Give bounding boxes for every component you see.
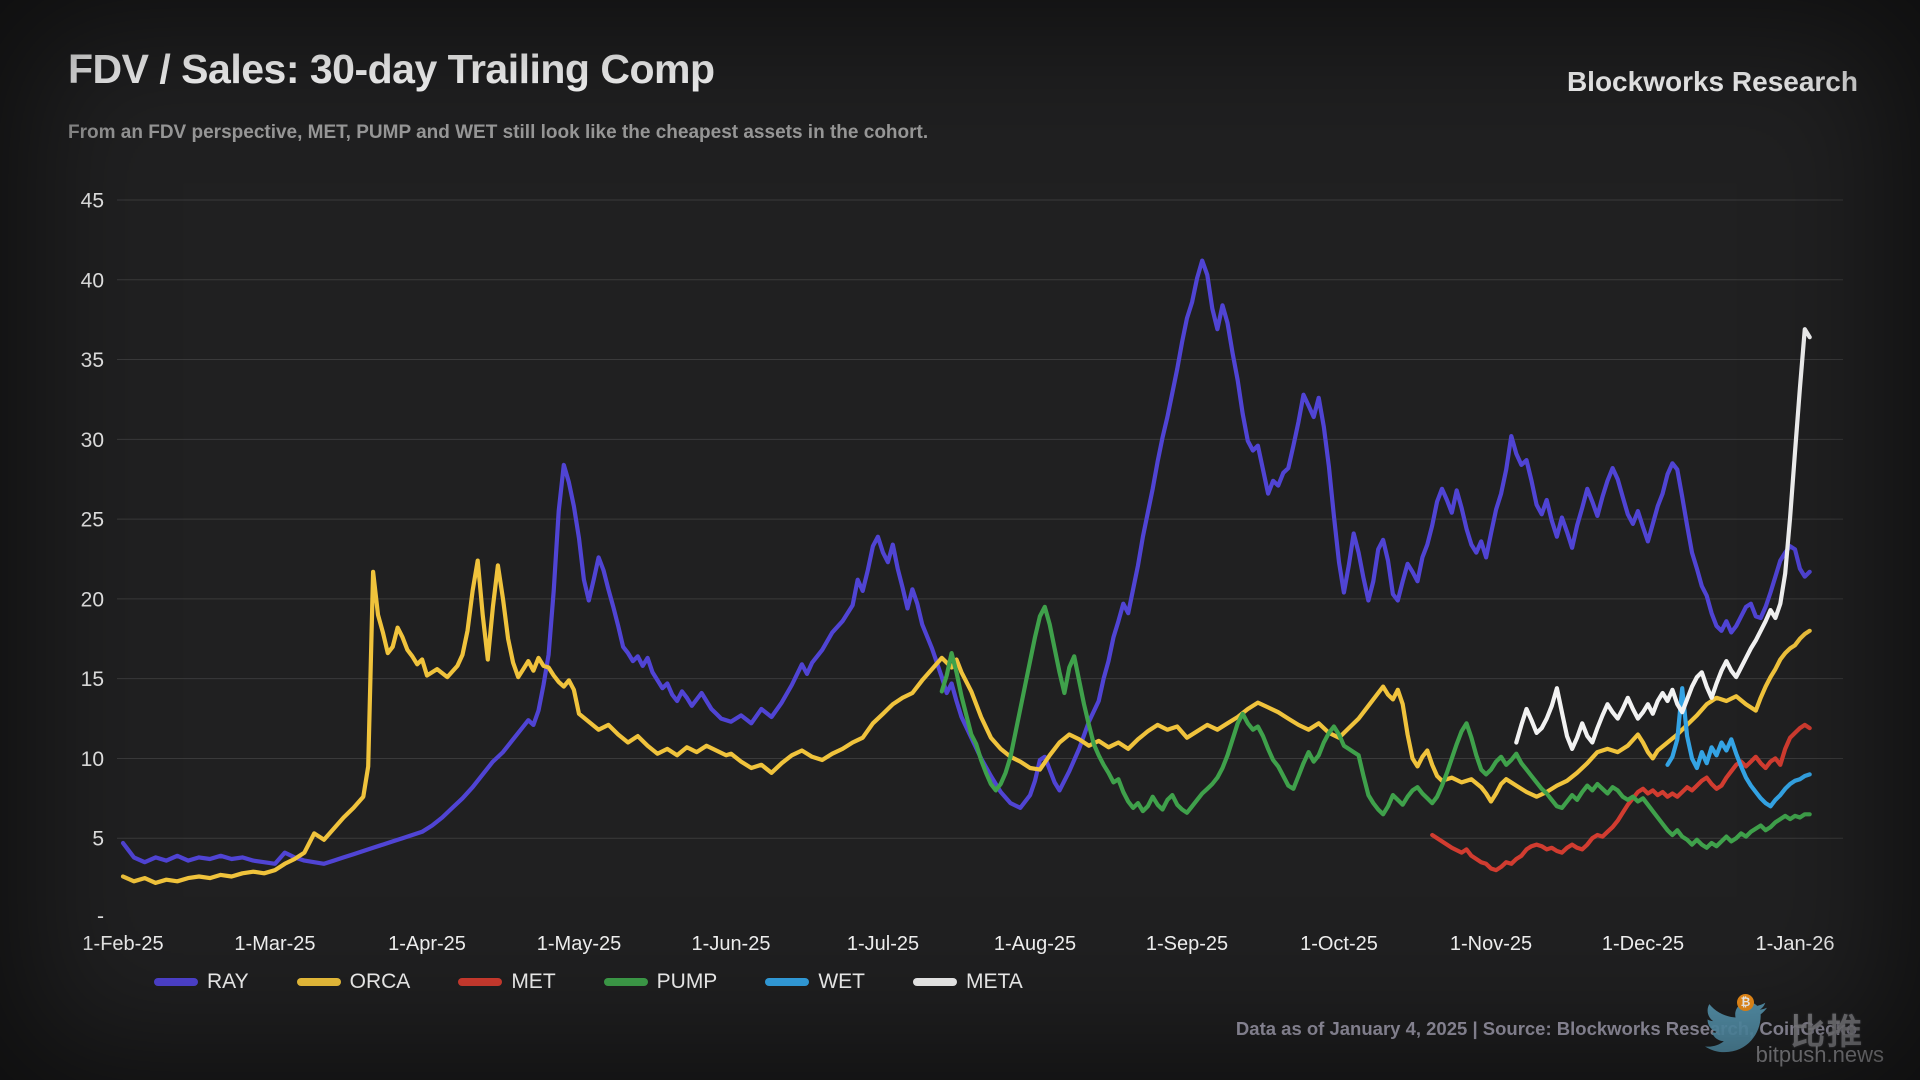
x-tick-label-1-Jun-25: 1-Jun-25 <box>692 933 771 955</box>
legend-swatch-PUMP <box>603 978 648 986</box>
x-tick-label-1-Aug-25: 1-Aug-25 <box>994 933 1076 955</box>
series-line-WET <box>1665 686 1812 809</box>
x-tick-label-1-Feb-25: 1-Feb-25 <box>82 933 163 955</box>
x-tick-label-1-Apr-25: 1-Apr-25 <box>388 933 466 955</box>
x-tick-label-1-Nov-25: 1-Nov-25 <box>1450 933 1532 955</box>
y-tick-label-25: 25 <box>81 509 104 532</box>
legend-label-ORCA: ORCA <box>349 970 411 993</box>
y-tick-label-5: 5 <box>92 828 104 851</box>
legend-swatch-RAY <box>154 978 198 986</box>
legend-swatch-ORCA <box>296 978 341 986</box>
y-tick-label-30: 30 <box>81 429 104 452</box>
chart-subtitle: From an FDV perspective, MET, PUMP and W… <box>68 122 929 143</box>
brand-logo-text: Blockworks Research <box>1566 66 1858 97</box>
legend-swatch-META <box>912 978 957 986</box>
y-tick-label-40: 40 <box>81 269 104 292</box>
legend-swatch-WET <box>765 978 810 986</box>
bitpush-domain-watermark: bitpush.news <box>1755 1042 1884 1067</box>
y-tick-label-zero: - <box>97 905 104 928</box>
x-tick-label-1-May-25: 1-May-25 <box>537 933 621 955</box>
chart-legend: RAY ORCA MET PUMP WET META <box>154 970 1023 994</box>
legend-item-META: META <box>912 970 1023 994</box>
legend-item-WET: WET <box>765 970 865 994</box>
y-tick-label-15: 15 <box>81 668 104 691</box>
series-line-PUMP <box>939 604 1812 850</box>
series-line-MET <box>1430 722 1812 873</box>
legend-label-WET: WET <box>818 970 865 993</box>
x-tick-label-1-Jan-26: 1-Jan-26 <box>1756 933 1835 955</box>
y-tick-label-10: 10 <box>81 748 104 771</box>
x-tick-label-1-Sep-25: 1-Sep-25 <box>1146 933 1228 955</box>
legend-swatch-MET <box>458 978 503 986</box>
legend-item-RAY: RAY <box>154 970 249 994</box>
series-line-META <box>1514 327 1812 752</box>
legend-label-RAY: RAY <box>207 970 249 993</box>
legend-item-ORCA: ORCA <box>296 970 411 994</box>
legend-item-MET: MET <box>458 970 556 994</box>
legend-label-PUMP: PUMP <box>656 970 718 993</box>
legend-label-META: META <box>965 970 1023 993</box>
legend-label-MET: MET <box>511 970 556 993</box>
x-tick-label-1-Mar-25: 1-Mar-25 <box>234 933 315 955</box>
bitcoin-badge-icon: ₿ <box>1737 994 1754 1011</box>
data-source-note: Data as of January 4, 2025 | Source: Blo… <box>1235 1018 1857 1039</box>
y-tick-label-45: 45 <box>81 190 104 213</box>
page-title: FDV / Sales: 30-day Trailing Comp <box>68 46 715 92</box>
x-tick-label-1-Dec-25: 1-Dec-25 <box>1602 933 1684 955</box>
y-tick-label-20: 20 <box>81 588 104 611</box>
y-tick-label-35: 35 <box>81 349 104 372</box>
legend-item-PUMP: PUMP <box>603 970 718 994</box>
bitpush-cn-watermark: 比推 <box>1789 1013 1864 1052</box>
series-line-RAY <box>120 258 1812 866</box>
x-tick-label-1-Oct-25: 1-Oct-25 <box>1300 933 1378 955</box>
x-tick-label-1-Jul-25: 1-Jul-25 <box>847 933 919 955</box>
bitpush-bird-icon <box>1705 1001 1767 1053</box>
